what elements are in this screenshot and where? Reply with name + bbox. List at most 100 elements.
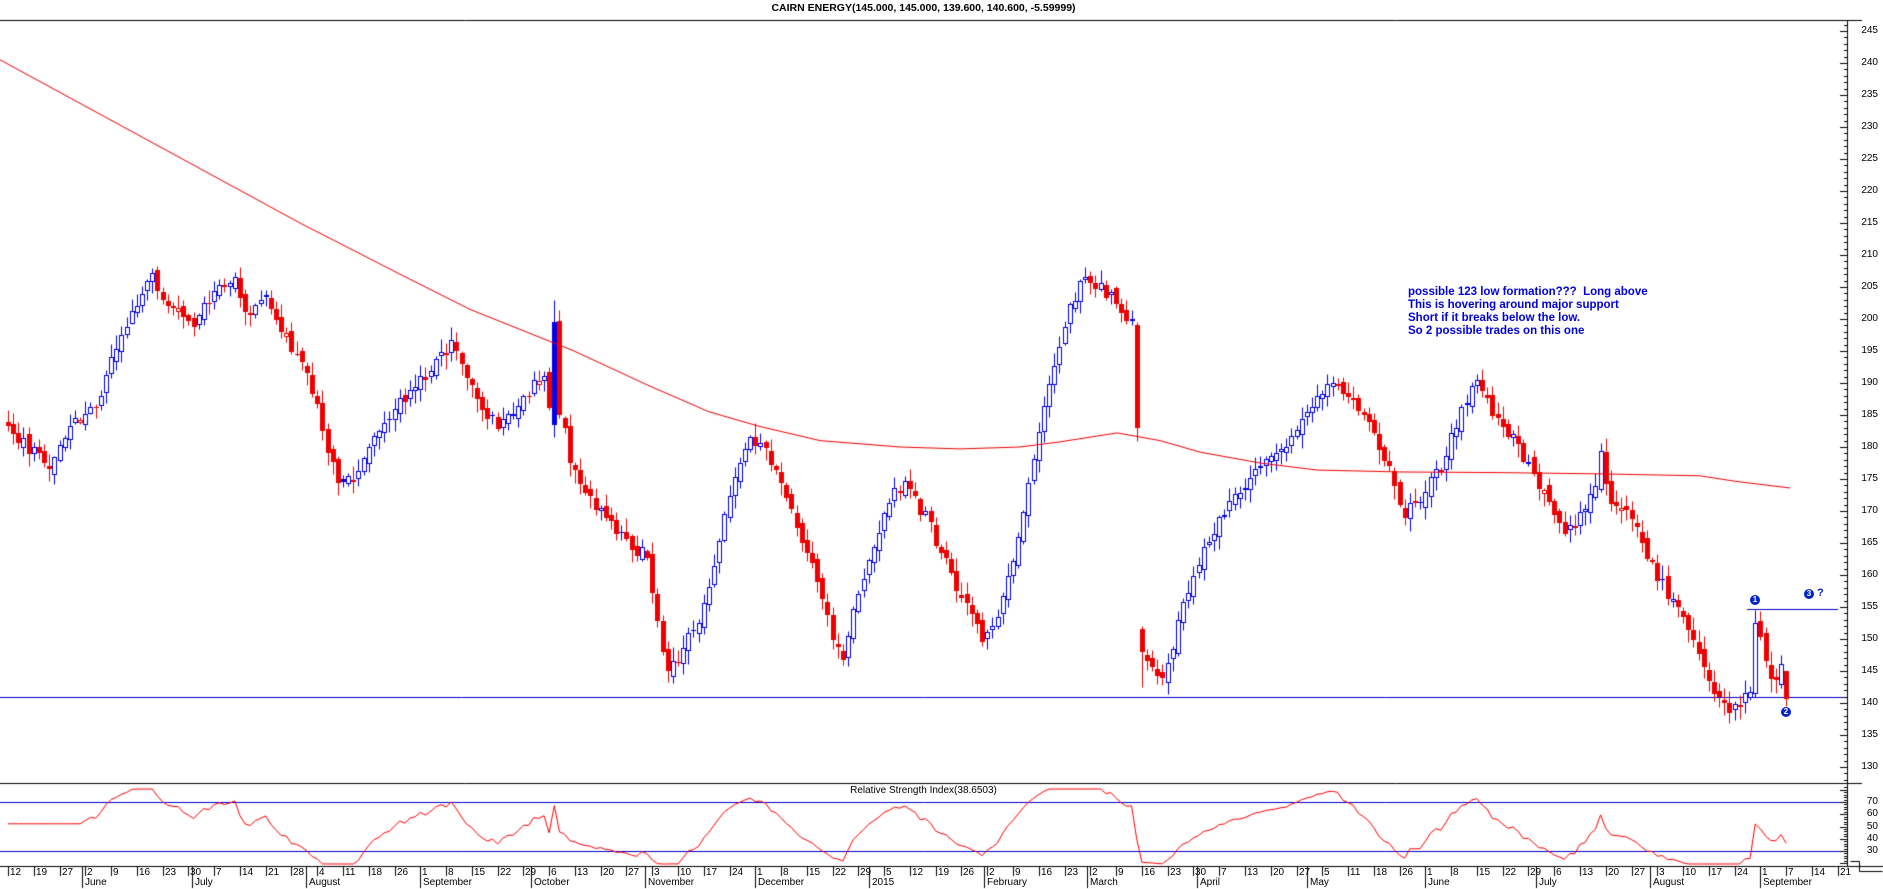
date-day-label: 2 [87,867,93,878]
date-day-label: 22 [500,867,512,878]
price-tick-label: 230 [1861,121,1878,132]
rsi-tick-label: 60 [1866,808,1878,819]
date-day-label: 29 [525,867,537,878]
date-day-label: 8 [1453,867,1459,878]
chart-title: CAIRN ENERGY(145.000, 145.000, 139.600, … [771,2,1076,14]
date-day-label: 26 [963,867,975,878]
price-tick-label: 155 [1861,601,1878,612]
date-day-label: 16 [139,867,151,878]
date-day-label: 6 [551,867,557,878]
rsi-pane-title: Relative Strength Index(38.6503) [850,785,997,796]
price-tick-label: 150 [1861,633,1878,644]
date-day-label: 17 [706,867,718,878]
price-tick-label: 200 [1861,313,1878,324]
date-day-label: 26 [1402,867,1414,878]
month-label: October [534,877,570,888]
date-day-label: 5 [886,867,892,878]
date-day-label: 23 [165,867,177,878]
price-tick-label: 195 [1861,345,1878,356]
date-day-label: 16 [1144,867,1156,878]
marker-point-2-badge: 2 [1781,707,1791,717]
date-day-label: 29 [1530,867,1542,878]
month-label: April [1200,877,1221,888]
date-day-label: 14 [242,867,254,878]
price-tick-label: 245 [1861,25,1878,36]
date-day-label: 9 [1015,867,1021,878]
date-day-label: 22 [835,867,847,878]
month-label: August [1653,877,1685,888]
date-day-label: 18 [371,867,383,878]
price-tick-label: 145 [1861,665,1878,676]
rsi-tick-label: 50 [1866,821,1878,832]
date-day-label: 23 [1170,867,1182,878]
date-day-label: 20 [603,867,615,878]
date-day-label: 10 [680,867,692,878]
date-day-label: 23 [1067,867,1079,878]
rsi-tick-label: 40 [1866,833,1878,844]
date-day-label: 11 [1350,867,1361,878]
month-label: May [1310,877,1329,888]
price-tick-label: 225 [1861,153,1878,164]
date-day-label: 11 [345,867,356,878]
date-day-label: 7 [216,867,222,878]
annotation-note: possible 123 low formation??? Long above… [1408,286,1648,338]
price-tick-label: 175 [1861,473,1878,484]
date-day-label: 27 [1634,867,1646,878]
date-day-label: 27 [1299,867,1311,878]
month-label: 2015 [872,877,895,888]
date-day-label: 18 [1376,867,1388,878]
price-tick-label: 135 [1861,729,1878,740]
price-tick-label: 205 [1861,281,1878,292]
month-label: August [309,877,341,888]
price-tick-label: 210 [1861,249,1878,260]
annotation-line: This is hovering around major support [1408,299,1619,311]
date-day-label: 1 [422,867,428,878]
price-tick-label: 130 [1861,761,1878,772]
date-day-label: 27 [628,867,640,878]
date-day-label: 7 [1221,867,1227,878]
date-day-label: 21 [1840,867,1852,878]
date-day-label: 27 [62,867,74,878]
date-day-label: 24 [1737,867,1749,878]
date-day-label: 30 [190,867,202,878]
date-day-label: 20 [1273,867,1285,878]
month-label: June [85,877,107,888]
date-day-label: 19 [36,867,48,878]
date-day-label: 9 [113,867,119,878]
date-day-label: 1 [1427,867,1433,878]
date-day-label: 1 [1762,867,1768,878]
marker-point-3-question: ? [1817,587,1824,599]
date-day-label: 22 [1505,867,1517,878]
annotation-line: So 2 possible trades on this one [1408,325,1585,337]
date-day-label: 13 [1582,867,1594,878]
date-day-label: 30 [1195,867,1207,878]
date-day-label: 8 [448,867,454,878]
date-day-label: 3 [654,867,660,878]
date-day-label: 1 [757,867,763,878]
date-day-label: 2 [989,867,995,878]
month-label: July [195,877,213,888]
date-day-label: 19 [938,867,950,878]
marker-point-1-badge: 1 [1750,595,1760,605]
date-day-label: 7 [1788,867,1794,878]
date-day-label: 26 [397,867,409,878]
date-day-label: 5 [1324,867,1330,878]
date-day-label: 15 [474,867,486,878]
month-label: September [423,877,472,888]
date-day-label: 13 [577,867,589,878]
price-tick-label: 165 [1861,537,1878,548]
price-tick-label: 160 [1861,569,1878,580]
month-label: February [987,877,1028,888]
date-day-label: 8 [783,867,789,878]
price-tick-label: 215 [1861,217,1878,228]
price-tick-label: 240 [1861,57,1878,68]
date-day-label: 15 [809,867,821,878]
annotation-line: Short if it breaks below the low. [1408,312,1581,324]
date-day-label: 9 [1118,867,1124,878]
date-day-label: 24 [732,867,744,878]
month-label: September [1763,877,1812,888]
month-label: March [1090,877,1118,888]
price-tick-label: 170 [1861,505,1878,516]
